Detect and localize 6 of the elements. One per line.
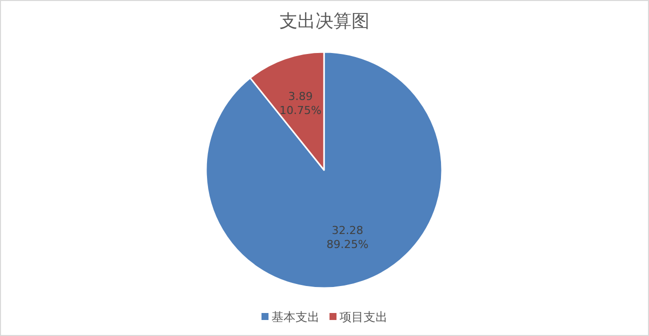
data-label: 3.89 10.75% xyxy=(280,90,322,118)
legend-label: 项目支出 xyxy=(340,310,388,324)
pie-slice xyxy=(205,51,443,289)
data-label: 32.28 89.25% xyxy=(326,224,368,251)
legend-label: 基本支出 xyxy=(272,310,320,324)
chart-title: 支出决算图 xyxy=(280,11,370,32)
